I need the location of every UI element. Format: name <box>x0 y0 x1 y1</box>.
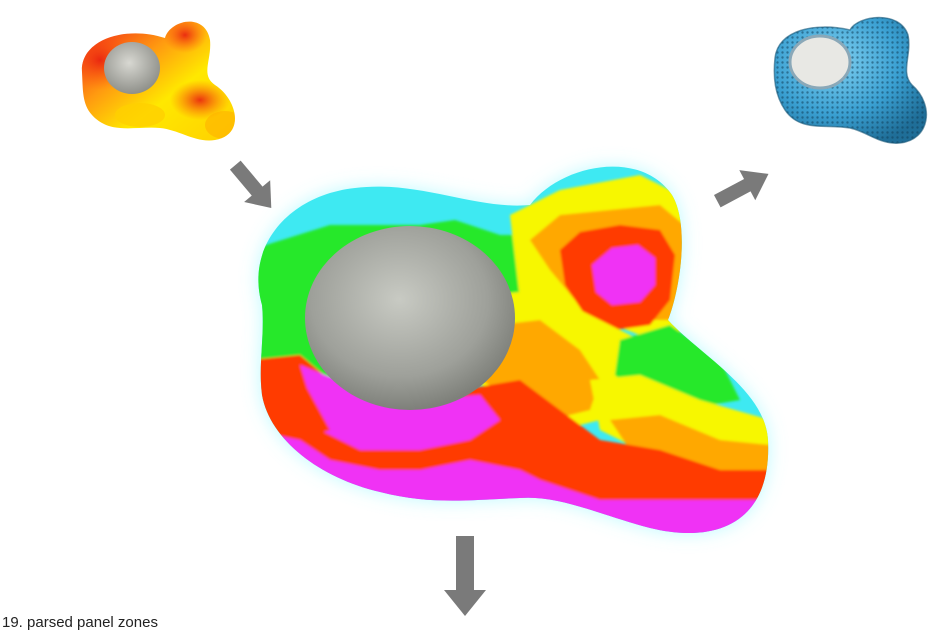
arrow-icon <box>229 160 769 616</box>
heatmap-blob-icon <box>81 21 235 141</box>
figure-caption: 19. parsed panel zones <box>2 614 158 631</box>
perforated-panel-blob-icon <box>773 16 928 144</box>
arrow-to-output <box>713 170 769 208</box>
arrow-down <box>444 536 486 616</box>
panel-hole <box>788 34 852 90</box>
arrow-to-zone-map <box>229 160 272 208</box>
zone-map-blob-icon <box>258 166 769 534</box>
heatmap-hole <box>104 42 160 94</box>
zone-map-hole <box>305 226 515 410</box>
